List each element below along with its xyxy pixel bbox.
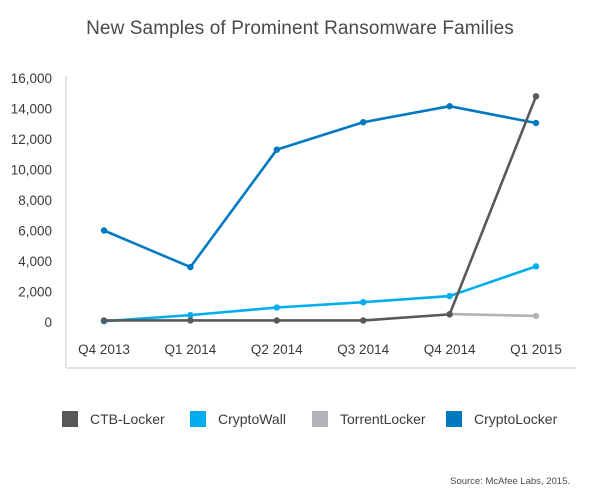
y-tick-label: 10,000 (11, 163, 52, 178)
y-tick-label: 4,000 (18, 254, 52, 269)
x-axis-ticks: Q4 2013 Q1 2014 Q2 2014 Q3 2014 Q4 2014 Q1 20… (78, 342, 562, 357)
series-cryptolocker (100, 103, 540, 271)
data-point-cryptolocker (532, 119, 540, 127)
data-point-cryptowall (532, 263, 540, 270)
legend-item-cryptolocker: CryptoLocker (446, 408, 557, 430)
data-point-ctb-locker (532, 93, 540, 100)
y-tick-label: 6,000 (18, 224, 52, 239)
series-layer (100, 93, 540, 325)
series-line-cryptolocker (102, 104, 538, 269)
data-point-cryptowall (446, 292, 453, 300)
series-line-ctb-locker (102, 95, 538, 322)
y-tick-label: 16,000 (11, 71, 52, 86)
chart-legend: CTB-Locker CryptoWall TorrentLocker Cryp… (62, 408, 582, 430)
data-point-cryptowall (187, 311, 194, 319)
chart-axes (65, 76, 576, 369)
data-point-cryptolocker (446, 103, 453, 110)
data-point-ctb-locker (446, 311, 453, 318)
data-point-ctb-locker (360, 317, 367, 324)
x-tick-label: Q4 2013 (78, 342, 130, 357)
data-point-torrentlocker (532, 312, 540, 320)
line-chart: 0 2,000 4,000 6,000 8,000 10,000 12,000 14,000 1… (11, 71, 576, 369)
legend-item-ctb-locker: CTB-Locker (62, 408, 165, 430)
data-point-ctb-locker (100, 317, 108, 324)
series-line-torrentlocker (448, 312, 538, 318)
legend-item-cryptowall: CryptoWall (190, 408, 286, 430)
legend-label-cryptolocker: CryptoLocker (474, 411, 558, 427)
series-ctb-locker (100, 93, 540, 324)
legend-label-torrentlocker: TorrentLocker (340, 411, 426, 427)
y-tick-label: 14,000 (11, 102, 52, 117)
chart-title: New Samples of Prominent Ransomware Fami… (86, 18, 514, 39)
data-point-ctb-locker (273, 317, 280, 324)
x-tick-label: Q1 2015 (510, 342, 562, 357)
series-line-cryptowall (102, 265, 538, 323)
x-tick-label: Q3 2014 (337, 342, 389, 357)
y-tick-label: 8,000 (18, 193, 52, 208)
data-point-cryptowall (360, 298, 367, 306)
source-note: Source: McAfee Labs, 2015. (450, 476, 570, 487)
legend-label-ctb-locker: CTB-Locker (90, 411, 165, 427)
y-tick-label: 2,000 (18, 285, 52, 300)
data-point-cryptolocker (273, 146, 280, 153)
legend-label-cryptowall: CryptoWall (218, 411, 286, 427)
x-tick-label: Q4 2014 (424, 342, 476, 357)
y-axis-ticks: 0 2,000 4,000 6,000 8,000 10,000 12,000 14,000 1… (11, 71, 52, 330)
y-tick-label: 0 (44, 315, 52, 330)
legend-swatch-torrentlocker (312, 411, 328, 427)
x-tick-label: Q2 2014 (251, 342, 303, 357)
data-point-cryptolocker (187, 263, 194, 271)
legend-item-torrentlocker: TorrentLocker (312, 408, 426, 430)
data-point-cryptolocker (100, 227, 108, 234)
data-point-cryptowall (273, 304, 280, 311)
legend-swatch-cryptowall (190, 411, 206, 427)
data-point-ctb-locker (187, 317, 194, 324)
series-torrentlocker (446, 310, 540, 320)
legend-swatch-cryptolocker (446, 411, 462, 427)
y-tick-label: 12,000 (11, 132, 52, 147)
legend-swatch-ctb-locker (62, 411, 78, 427)
x-tick-label: Q1 2014 (165, 342, 217, 357)
data-point-cryptolocker (360, 119, 367, 126)
